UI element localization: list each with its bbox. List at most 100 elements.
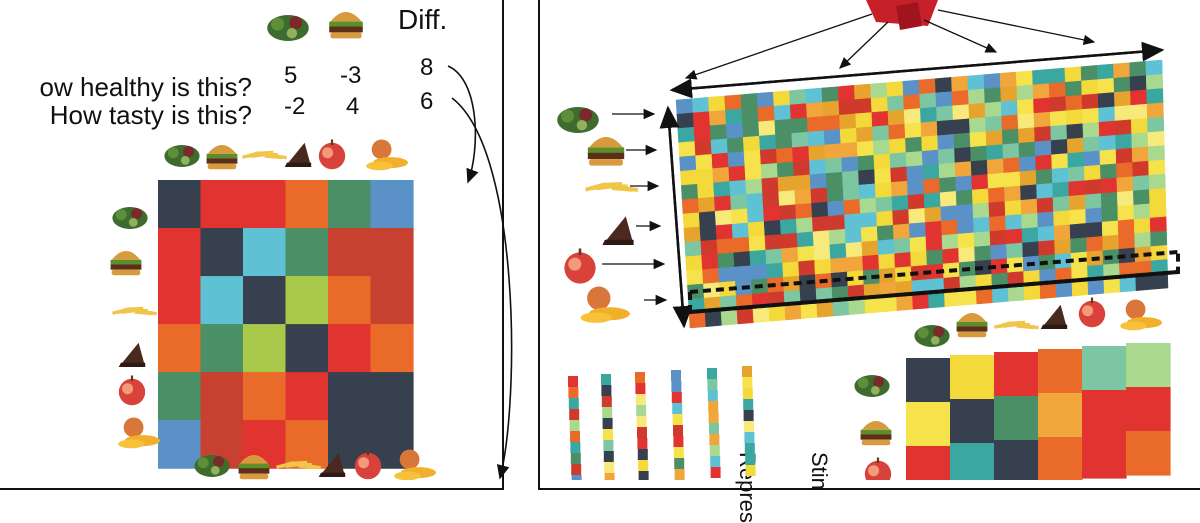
- data-cell: [892, 223, 911, 240]
- data-cell: [843, 199, 861, 216]
- data-cell: [1129, 75, 1147, 92]
- data-cell: [827, 200, 845, 217]
- data-cell: [939, 191, 957, 208]
- data-cell: [777, 175, 795, 193]
- data-cell: [909, 236, 927, 253]
- data-cell: [860, 212, 878, 229]
- data-cell: [793, 174, 812, 191]
- data-cell: [903, 94, 921, 111]
- data-cell: [1113, 76, 1131, 93]
- data-cell: [1003, 157, 1021, 174]
- data-cell: [797, 245, 815, 262]
- data-cell: [1147, 131, 1165, 148]
- rating-diff-tasty: 6: [420, 88, 434, 115]
- data-cell: [701, 253, 719, 270]
- data-cell: [712, 167, 730, 184]
- rating-burger-tasty: 4: [346, 93, 360, 120]
- data-cell: [970, 159, 988, 177]
- data-cell: [886, 81, 904, 98]
- data-cell: [1103, 277, 1121, 294]
- data-cell: [1018, 141, 1036, 158]
- data-cell: [789, 103, 808, 120]
- data-cell: [714, 209, 733, 226]
- data-cell: [1133, 217, 1151, 234]
- data-cell: [903, 108, 922, 125]
- mango-icon: [1120, 299, 1162, 331]
- data-cell: [728, 165, 746, 182]
- data-cell: [1049, 96, 1067, 113]
- data-cell: [798, 260, 816, 277]
- data-cell: [1131, 132, 1149, 149]
- right-dissimilarity-matrix: [906, 343, 1171, 480]
- data-cell: [954, 161, 972, 178]
- data-cell: [1068, 180, 1086, 197]
- rdm-cell: [950, 355, 995, 400]
- cake-icon: [318, 452, 346, 477]
- data-cell: [1080, 65, 1098, 82]
- data-cell: [779, 218, 798, 235]
- data-cell: [889, 152, 907, 169]
- data-cell: [1132, 175, 1150, 192]
- data-cell: [877, 239, 895, 256]
- data-cell: [912, 293, 930, 310]
- data-cell: [999, 71, 1017, 88]
- data-cell: [1097, 78, 1115, 95]
- data-cell: [736, 308, 754, 325]
- data-cell: [870, 96, 889, 113]
- rating-salad-healthy: 5: [284, 62, 298, 89]
- data-cell: [772, 90, 791, 107]
- rdm-cell: [1038, 437, 1083, 480]
- rdm-cell: [994, 440, 1039, 480]
- data-cell: [936, 105, 954, 122]
- data-cell: [862, 254, 880, 271]
- question-tasty: How tasty is this?: [49, 100, 252, 130]
- rdm-cell: [158, 420, 202, 469]
- data-cell: [1018, 127, 1036, 144]
- data-cell: [795, 203, 813, 220]
- data-cell: [990, 244, 1008, 261]
- data-cell: [859, 197, 877, 214]
- data-cell: [1118, 233, 1136, 250]
- data-cell: [733, 251, 751, 268]
- data-cell: [857, 155, 875, 172]
- rdm-cell: [200, 324, 244, 373]
- data-cell: [854, 98, 873, 115]
- data-cell: [1070, 237, 1088, 254]
- data-cell: [1035, 168, 1053, 185]
- data-cell: [844, 227, 863, 244]
- data-cell: [759, 148, 778, 165]
- data-cell: [874, 182, 893, 199]
- data-cell: [1083, 150, 1101, 167]
- vector-cell: [707, 390, 718, 401]
- data-cell: [1033, 111, 1051, 128]
- data-cell: [924, 206, 942, 223]
- data-cell: [830, 257, 848, 274]
- data-cell: [989, 229, 1007, 246]
- data-cell: [809, 173, 828, 190]
- mango-icon: [394, 449, 436, 480]
- data-cell: [692, 111, 711, 128]
- data-cell: [871, 110, 889, 128]
- data-cell: [986, 158, 1005, 175]
- data-cell: [941, 219, 959, 236]
- data-cell: [730, 194, 748, 211]
- data-cell: [934, 77, 953, 94]
- data-cell: [1149, 188, 1167, 205]
- data-cell: [1114, 119, 1132, 136]
- vector-cell: [637, 438, 648, 449]
- vector-cell: [674, 458, 685, 469]
- data-cell: [826, 186, 844, 203]
- data-cell: [680, 169, 698, 186]
- data-cell: [796, 231, 815, 248]
- data-cell: [726, 137, 745, 154]
- data-cell: [734, 265, 752, 282]
- data-cell: [938, 162, 956, 179]
- data-cell: [816, 301, 834, 318]
- rdm-cell: [243, 180, 287, 229]
- data-cell: [1133, 189, 1150, 206]
- rdm-cell: [1038, 349, 1083, 394]
- data-cell: [697, 196, 716, 213]
- burger-icon: [587, 137, 625, 166]
- data-cell: [855, 112, 873, 129]
- data-cell: [1051, 167, 1069, 184]
